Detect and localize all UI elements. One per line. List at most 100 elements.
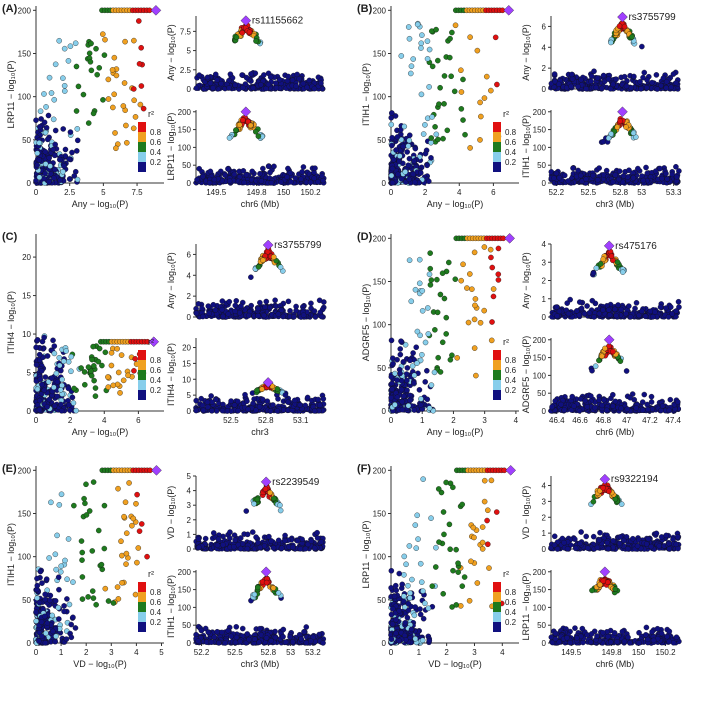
snp-point xyxy=(44,125,49,130)
snp-point xyxy=(460,77,465,82)
snp-point xyxy=(312,308,317,313)
snp-point xyxy=(123,123,128,128)
snp-point xyxy=(304,624,309,629)
snp-point xyxy=(64,348,69,353)
snp-point xyxy=(196,301,201,306)
snp-point xyxy=(428,266,433,271)
snp-point xyxy=(410,350,415,355)
snp-point xyxy=(422,122,427,127)
snp-point xyxy=(568,297,573,302)
snp-point xyxy=(432,327,437,332)
snp-point xyxy=(445,128,450,133)
scatter-y-tick-label: 200 xyxy=(373,6,387,15)
snp-point xyxy=(282,538,287,543)
lead-snp-label: rs475176 xyxy=(615,241,657,252)
snp-point xyxy=(666,314,671,319)
snp-point xyxy=(73,408,78,413)
bottom-region-x-tick-label: 149.8 xyxy=(247,188,268,197)
snp-point xyxy=(131,38,136,43)
snp-point xyxy=(414,345,419,350)
snp-point xyxy=(56,616,61,621)
snp-point xyxy=(122,39,127,44)
snp-point xyxy=(315,535,320,540)
bottom-region-x-tick-label: 46.6 xyxy=(572,416,588,425)
scatter-y-tick-label: 200 xyxy=(18,6,32,15)
snp-point xyxy=(94,602,99,607)
snp-point xyxy=(75,126,80,131)
legend-tick-label: 0.2 xyxy=(505,158,517,167)
snp-point xyxy=(55,379,60,384)
scatter-y-tick-label: 10 xyxy=(22,330,31,339)
snp-point xyxy=(42,614,47,619)
snp-point xyxy=(220,307,225,312)
snp-point xyxy=(49,376,54,381)
top-region-y-tick-label: 3 xyxy=(542,258,547,267)
snp-point xyxy=(318,310,323,315)
top-region-y-tick-label: 2 xyxy=(187,292,192,301)
top-region-y-tick-label: 2 xyxy=(542,64,547,73)
snp-point xyxy=(550,404,555,409)
snp-point xyxy=(305,395,310,400)
scatter-x-tick-label: 1 xyxy=(420,416,425,425)
bottom-region-x-label: chr6 (Mb) xyxy=(241,199,280,209)
snp-point xyxy=(583,177,588,182)
snp-point xyxy=(390,180,395,185)
legend-swatch xyxy=(138,142,146,152)
snp-point xyxy=(447,36,452,41)
snp-point xyxy=(425,163,430,168)
bottom-region-x-tick-label: 52.2 xyxy=(549,188,565,197)
snp-point xyxy=(293,84,298,89)
snp-point xyxy=(488,255,493,260)
legend-tick-label: 0.4 xyxy=(150,376,162,385)
snp-point xyxy=(61,603,66,608)
snp-point xyxy=(389,143,394,148)
snp-point xyxy=(472,317,477,322)
snp-point xyxy=(631,175,636,180)
snp-point xyxy=(48,163,53,168)
snp-point xyxy=(126,480,131,485)
snp-point xyxy=(53,62,58,67)
scatter-y-tick-label: 200 xyxy=(18,466,32,475)
snp-point xyxy=(641,178,646,183)
top-region-y-tick-label: 4 xyxy=(187,487,192,496)
snp-point xyxy=(91,479,96,484)
top-region-y-tick-label: 5 xyxy=(187,472,192,481)
scatter-x-tick-label: 0 xyxy=(34,188,39,197)
snp-point xyxy=(594,85,599,90)
snp-point xyxy=(79,558,84,563)
snp-point xyxy=(425,56,430,61)
scatter-x-tick-label: 5 xyxy=(101,188,106,197)
snp-point xyxy=(196,545,201,550)
snp-point xyxy=(220,402,225,407)
snp-point xyxy=(255,313,260,318)
snp-point xyxy=(51,175,56,180)
snp-point xyxy=(570,166,575,171)
top-region-y-label: VD − log₁₀(P) xyxy=(166,486,176,540)
snp-point xyxy=(626,168,631,173)
snp-point xyxy=(440,136,445,141)
snp-point xyxy=(234,35,239,40)
snp-point xyxy=(136,545,141,550)
lead-snp-label: rs11155662 xyxy=(252,16,304,27)
snp-point xyxy=(133,501,138,506)
scatter-y-label: ITIH1 − log₁₀(P) xyxy=(361,63,371,126)
snp-point xyxy=(312,166,317,171)
snp-point xyxy=(205,400,210,405)
snp-point xyxy=(91,363,96,368)
snp-point xyxy=(412,407,417,412)
snp-point xyxy=(489,319,494,324)
snp-point xyxy=(663,305,668,310)
snp-point xyxy=(405,365,410,370)
snp-point xyxy=(215,543,220,548)
snp-point xyxy=(256,264,261,269)
snp-point xyxy=(579,306,584,311)
legend-tick-label: 0.2 xyxy=(505,386,517,395)
snp-point xyxy=(102,503,107,508)
snp-point xyxy=(270,402,275,407)
snp-point xyxy=(458,68,463,73)
snp-point xyxy=(123,500,128,505)
snp-point xyxy=(411,158,416,163)
legend-title: r² xyxy=(148,109,154,119)
snp-point xyxy=(41,91,46,96)
